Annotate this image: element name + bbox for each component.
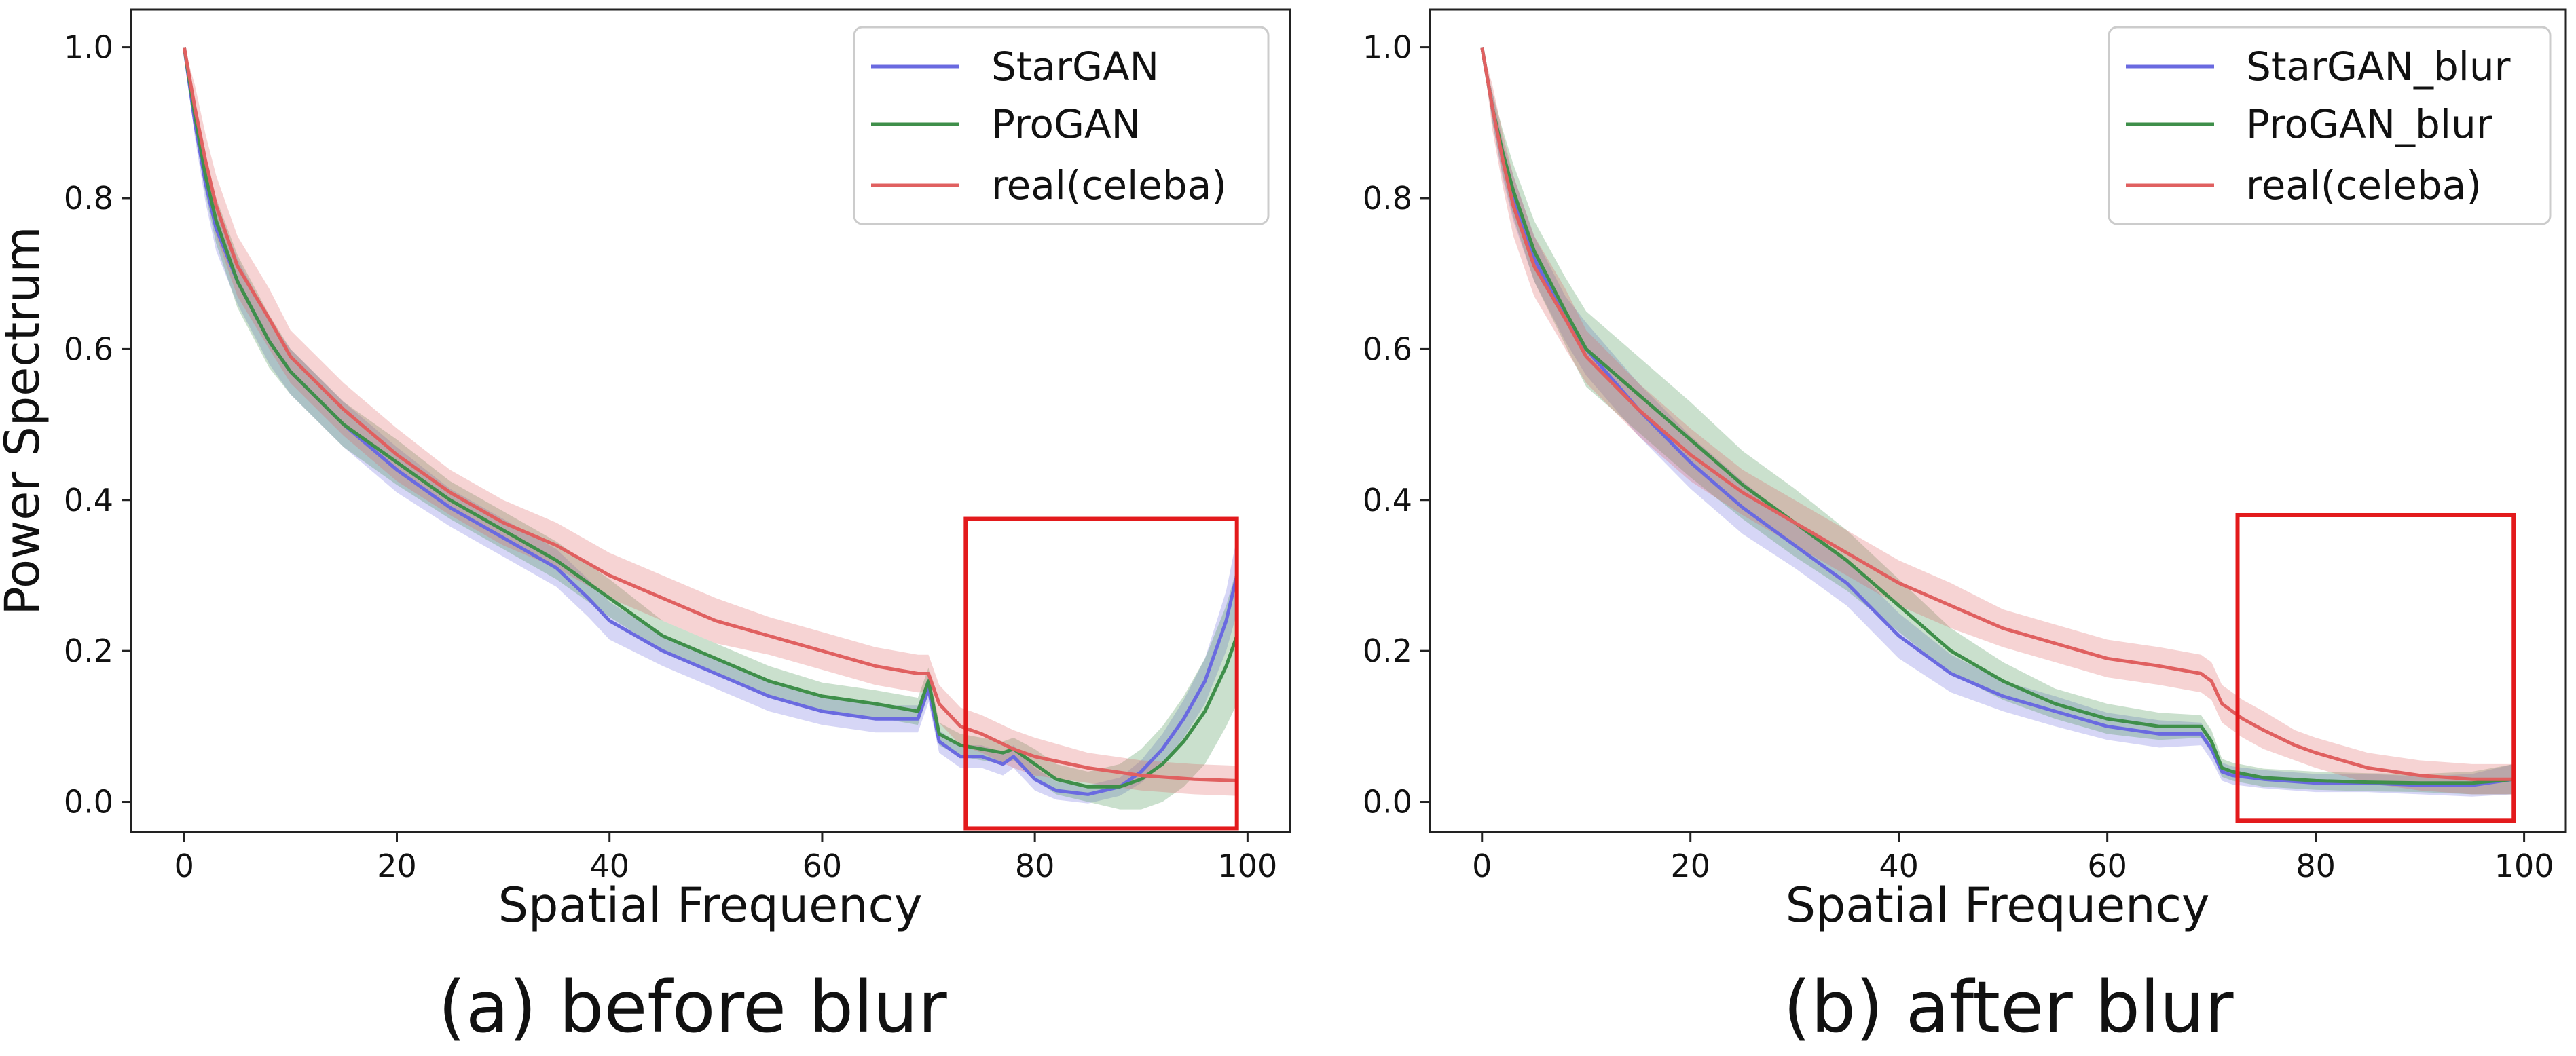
legend-label-stargan: StarGAN: [991, 43, 1159, 90]
legend-label-stargan-blur: StarGAN_blur: [2246, 43, 2511, 90]
panel-caption: (b) after blur: [1784, 966, 2234, 1049]
x-tick-label: 80: [2296, 848, 2336, 884]
series-lines: [182, 47, 1239, 796]
y-tick-label: 0.8: [64, 180, 113, 216]
chart-panel-a: 0.0 0.2 0.4 0.6 0.8 1.0 0 20 40 60 80 100 Spatial …: [0, 8, 1291, 1049]
highlight-box: [963, 516, 1239, 831]
y-tick-label: 0.4: [1363, 482, 1412, 518]
highlight-box: [2235, 512, 2516, 823]
x-axis-label: Spatial Frequency: [1786, 878, 2210, 933]
y-tick-label: 1.0: [64, 29, 113, 66]
line-stargan-blur: [1480, 47, 2514, 787]
line-progan-blur: [1480, 47, 2514, 785]
plot-frame: [1429, 8, 2567, 833]
x-tick-label: 80: [1015, 848, 1055, 884]
legend-frame: [2108, 26, 2552, 225]
y-tick-label: 0.0: [64, 784, 113, 821]
y-tick-label: 0.6: [1363, 331, 1412, 367]
x-tick-label: 40: [1879, 848, 1919, 884]
x-axis-ticks: 0 20 40 60 80 100: [174, 832, 1277, 884]
x-tick-label: 20: [377, 848, 417, 884]
x-tick-label: 60: [803, 848, 843, 884]
y-axis-label: Power Spectrum: [0, 226, 50, 615]
y-tick-label: 0.2: [1363, 633, 1412, 669]
legend: StarGAN ProGAN real(celeba): [853, 26, 1270, 225]
y-tick-label: 0.4: [64, 482, 113, 518]
band-progan-blur: [1482, 47, 2514, 795]
x-tick-label: 100: [2495, 848, 2554, 884]
x-tick-label: 0: [1472, 848, 1492, 884]
x-tick-label: 60: [2087, 848, 2127, 884]
y-axis-ticks: 0.0 0.2 0.4 0.6 0.8 1.0: [1363, 29, 1430, 821]
chart-panel-b: 0.0 0.2 0.4 0.6 0.8 1.0 0 20 40 60 80 100 Spatial …: [1363, 8, 2567, 1049]
legend-label-real-celeba: real(celeba): [2246, 162, 2482, 208]
x-axis-label: Spatial Frequency: [498, 878, 923, 933]
line-real-celeba: [1480, 47, 2514, 781]
legend-frame: [853, 26, 1270, 225]
x-tick-label: 0: [174, 848, 194, 884]
y-tick-label: 0.2: [64, 633, 113, 669]
confidence-bands: [1482, 47, 2514, 797]
y-axis-ticks: 0.0 0.2 0.4 0.6 0.8 1.0: [64, 29, 131, 821]
y-tick-label: 0.8: [1363, 180, 1412, 216]
x-tick-label: 100: [1217, 848, 1277, 884]
x-tick-label: 20: [1670, 848, 1710, 884]
x-axis-ticks: 0 20 40 60 80 100: [1472, 832, 2554, 884]
line-real-celeba: [182, 47, 1237, 782]
legend-label-progan: ProGAN: [991, 101, 1141, 147]
y-tick-label: 0.0: [1363, 784, 1412, 821]
legend: StarGAN_blur ProGAN_blur real(celeba): [2108, 26, 2552, 225]
x-tick-label: 40: [589, 848, 629, 884]
plot-frame: [130, 8, 1291, 833]
panel-caption: (a) before blur: [438, 966, 947, 1049]
y-tick-label: 0.6: [64, 331, 113, 367]
series-lines: [1480, 47, 2514, 787]
band-real-celeba: [1482, 47, 2514, 795]
legend-label-progan-blur: ProGAN_blur: [2246, 101, 2492, 147]
legend-label-real-celeba: real(celeba): [991, 162, 1227, 208]
y-tick-label: 1.0: [1363, 29, 1412, 66]
line-progan: [182, 47, 1239, 789]
